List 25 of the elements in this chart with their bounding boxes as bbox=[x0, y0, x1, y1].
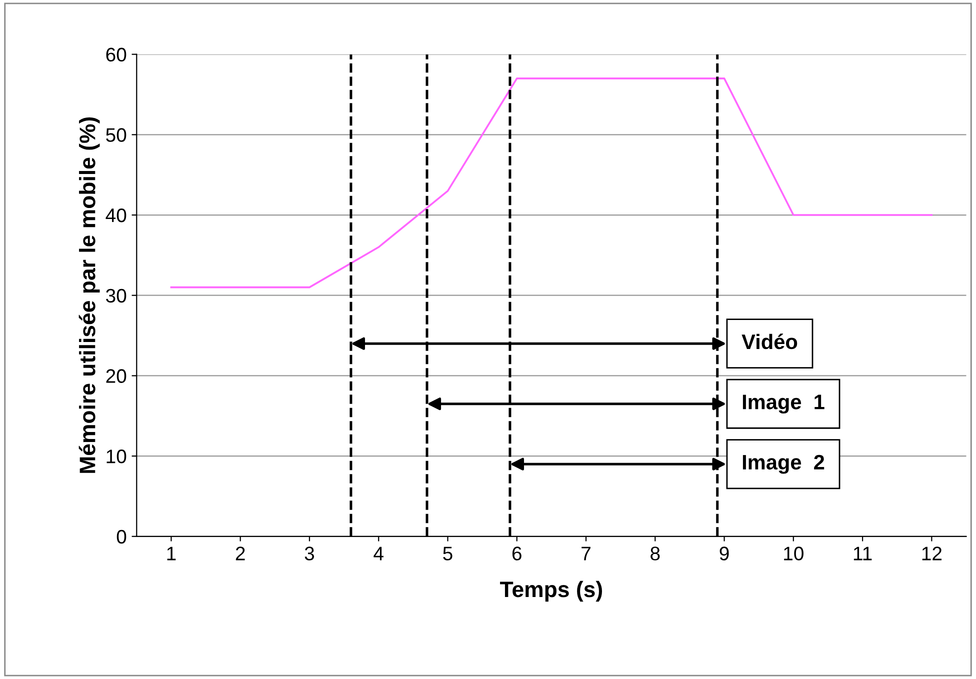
y-tick-label: 50 bbox=[106, 128, 126, 142]
line-series bbox=[170, 78, 933, 288]
y-tick-label: 20 bbox=[106, 369, 126, 383]
x-tick-label: 5 bbox=[443, 546, 452, 560]
x-axis-title: Temps (s) bbox=[500, 580, 602, 602]
x-tick-label: 7 bbox=[582, 546, 590, 560]
x-tick-label: 6 bbox=[512, 546, 522, 560]
x-tick-label: 2 bbox=[236, 546, 245, 560]
x-tick-label: 12 bbox=[922, 546, 942, 560]
y-tick-label: 40 bbox=[106, 208, 126, 222]
y-axis-title: Mémoire utilisée par le mobile (%) bbox=[78, 117, 100, 473]
annotation: Image 1 bbox=[742, 394, 824, 414]
x-tick-label: 8 bbox=[650, 546, 660, 560]
x-tick-label: 11 bbox=[854, 546, 872, 560]
y-tick-label: 30 bbox=[106, 288, 126, 303]
y-tick-label: 0 bbox=[116, 530, 126, 544]
annotation: Image 2 bbox=[742, 454, 824, 474]
x-tick-label: 4 bbox=[374, 546, 384, 560]
x-tick-label: 10 bbox=[784, 546, 804, 560]
annotation: Vidéo bbox=[742, 334, 798, 350]
x-tick-label: 9 bbox=[720, 546, 729, 560]
y-tick-label: 60 bbox=[106, 48, 126, 62]
x-tick-label: 3 bbox=[304, 546, 314, 560]
x-tick-label: 1 bbox=[167, 546, 176, 560]
y-tick-label: 10 bbox=[106, 450, 126, 464]
